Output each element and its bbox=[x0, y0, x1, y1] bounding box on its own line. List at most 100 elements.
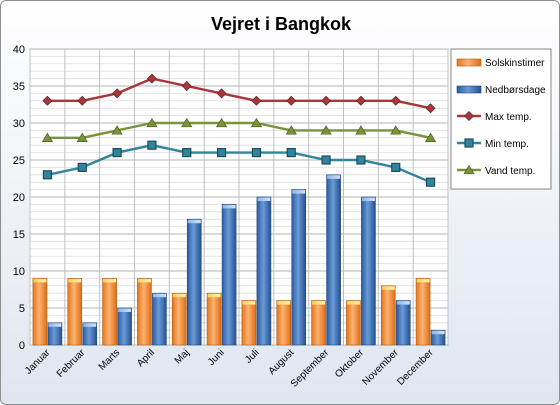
bar-nedb-rsdage bbox=[291, 189, 307, 346]
bar-solskinstimer bbox=[171, 292, 187, 346]
marker-max-temp bbox=[216, 88, 227, 99]
bar-solskinstimer bbox=[206, 292, 222, 346]
bar-cap bbox=[361, 197, 375, 201]
bar-nedb-rsdage bbox=[47, 322, 63, 346]
x-tick-label: Maj bbox=[173, 347, 192, 366]
marker-max-temp bbox=[146, 73, 157, 84]
bar-cap bbox=[431, 330, 445, 335]
marker-min-temp bbox=[321, 155, 331, 165]
bar-solskinstimer bbox=[241, 300, 257, 346]
bar-nedb-rsdage bbox=[326, 174, 341, 346]
bar-nedb-rsdage bbox=[221, 204, 237, 346]
x-axis-ticks: Januar Februar Marts April Maj Juni Juli August… bbox=[23, 347, 436, 390]
y-tick-label: 40 bbox=[13, 44, 25, 56]
bar-nedb-rsdage bbox=[152, 292, 167, 346]
x-tick-label: April bbox=[135, 347, 157, 369]
bar-solskinstimer bbox=[276, 300, 292, 346]
legend-swatch-nedb-rsdage bbox=[456, 85, 482, 94]
marker-min-temp bbox=[147, 140, 157, 150]
bar-series bbox=[32, 174, 446, 346]
legend: Solskinstimer Nedbørsdage Max temp. Min tem… bbox=[456, 58, 546, 177]
marker-max-temp bbox=[251, 95, 262, 106]
legend-label-max-temp: Max temp. bbox=[485, 112, 532, 123]
marker-min-temp bbox=[391, 162, 401, 172]
y-tick-label: 30 bbox=[13, 118, 25, 130]
line-max-temp bbox=[47, 77, 431, 110]
marker-min-temp bbox=[251, 148, 262, 158]
bar-solskinstimer bbox=[346, 300, 361, 346]
x-tick-label: Juli bbox=[243, 347, 261, 365]
marker-vand-temp bbox=[285, 125, 297, 135]
bar-nedb-rsdage bbox=[361, 196, 376, 346]
marker-max-temp bbox=[390, 95, 401, 106]
marker-vand-temp bbox=[146, 117, 158, 128]
y-tick-label: 5 bbox=[19, 303, 25, 315]
legend-label-vand-temp: Vand temp. bbox=[485, 166, 535, 177]
marker-min-temp bbox=[286, 148, 296, 158]
x-tick-label: Juni bbox=[206, 347, 227, 368]
line-vand-temp bbox=[47, 121, 431, 140]
y-tick-label: 35 bbox=[13, 81, 25, 93]
legend-swatch-solskinstimer bbox=[456, 58, 482, 67]
bar-nedb-rsdage bbox=[395, 300, 411, 346]
bar-cap bbox=[118, 308, 132, 312]
marker-min-temp bbox=[356, 155, 366, 165]
marker-vand-temp bbox=[41, 132, 54, 142]
bar-nedb-rsdage bbox=[82, 322, 98, 346]
marker-min-temp bbox=[112, 148, 122, 158]
marker-max-temp bbox=[355, 95, 366, 106]
x-tick-label: Februar bbox=[55, 347, 88, 380]
bar-solskinstimer bbox=[102, 278, 117, 346]
bar-cap bbox=[396, 301, 410, 305]
y-tick-label: 0 bbox=[19, 340, 25, 352]
bar-cap bbox=[83, 323, 97, 327]
bar-cap bbox=[327, 175, 341, 179]
marker-vand-temp bbox=[355, 125, 367, 135]
legend-label-min-temp: Min temp. bbox=[485, 139, 529, 150]
line-series bbox=[41, 73, 437, 187]
marker-max-temp bbox=[286, 95, 297, 106]
bar-solskinstimer bbox=[311, 300, 326, 346]
marker-vand-temp bbox=[215, 117, 228, 128]
y-tick-label: 25 bbox=[13, 155, 25, 167]
bar-cap bbox=[137, 278, 151, 283]
line-min-temp bbox=[47, 143, 432, 184]
bar-cap bbox=[207, 293, 221, 298]
x-tick-label: November bbox=[360, 347, 401, 388]
bar-solskinstimer bbox=[67, 278, 83, 346]
marker-vand-temp bbox=[320, 125, 332, 135]
bar-cap bbox=[381, 286, 395, 290]
marker-min-temp bbox=[216, 148, 227, 158]
marker-min-temp bbox=[182, 148, 192, 158]
legend-marker-min-temp bbox=[464, 138, 474, 148]
marker-vand-temp bbox=[181, 117, 193, 128]
x-tick-label: September bbox=[289, 347, 332, 390]
marker-max-temp bbox=[321, 95, 332, 106]
grid-lines-vertical bbox=[29, 49, 449, 345]
marker-vand-temp bbox=[250, 117, 263, 128]
y-axis-ticks: 0 5 10 15 20 25 30 35 40 bbox=[13, 44, 25, 352]
bar-cap bbox=[48, 323, 62, 327]
legend-label-nedb-rsdage: Nedbørsdage bbox=[485, 85, 546, 96]
bar-cap bbox=[257, 197, 271, 201]
x-tick-label: Marts bbox=[97, 347, 122, 372]
legend-label-solskinstimer: Solskinstimer bbox=[485, 58, 545, 69]
bar-nedb-rsdage bbox=[117, 307, 132, 346]
bar-nedb-rsdage bbox=[256, 196, 272, 346]
marker-vand-temp bbox=[111, 125, 123, 135]
bar-cap bbox=[152, 293, 166, 298]
x-tick-label: December bbox=[395, 347, 436, 388]
x-tick-label: August bbox=[267, 347, 297, 377]
y-tick-label: 15 bbox=[13, 229, 25, 241]
bar-cap bbox=[172, 293, 186, 298]
bar-cap bbox=[346, 301, 360, 305]
marker-vand-temp bbox=[424, 132, 437, 142]
marker-min-temp bbox=[77, 162, 87, 172]
y-tick-label: 10 bbox=[13, 266, 25, 278]
bar-solskinstimer bbox=[415, 278, 431, 346]
bar-cap bbox=[277, 301, 291, 305]
bar-cap bbox=[242, 301, 256, 305]
chart-title: Vejret i Bangkok bbox=[211, 14, 352, 34]
